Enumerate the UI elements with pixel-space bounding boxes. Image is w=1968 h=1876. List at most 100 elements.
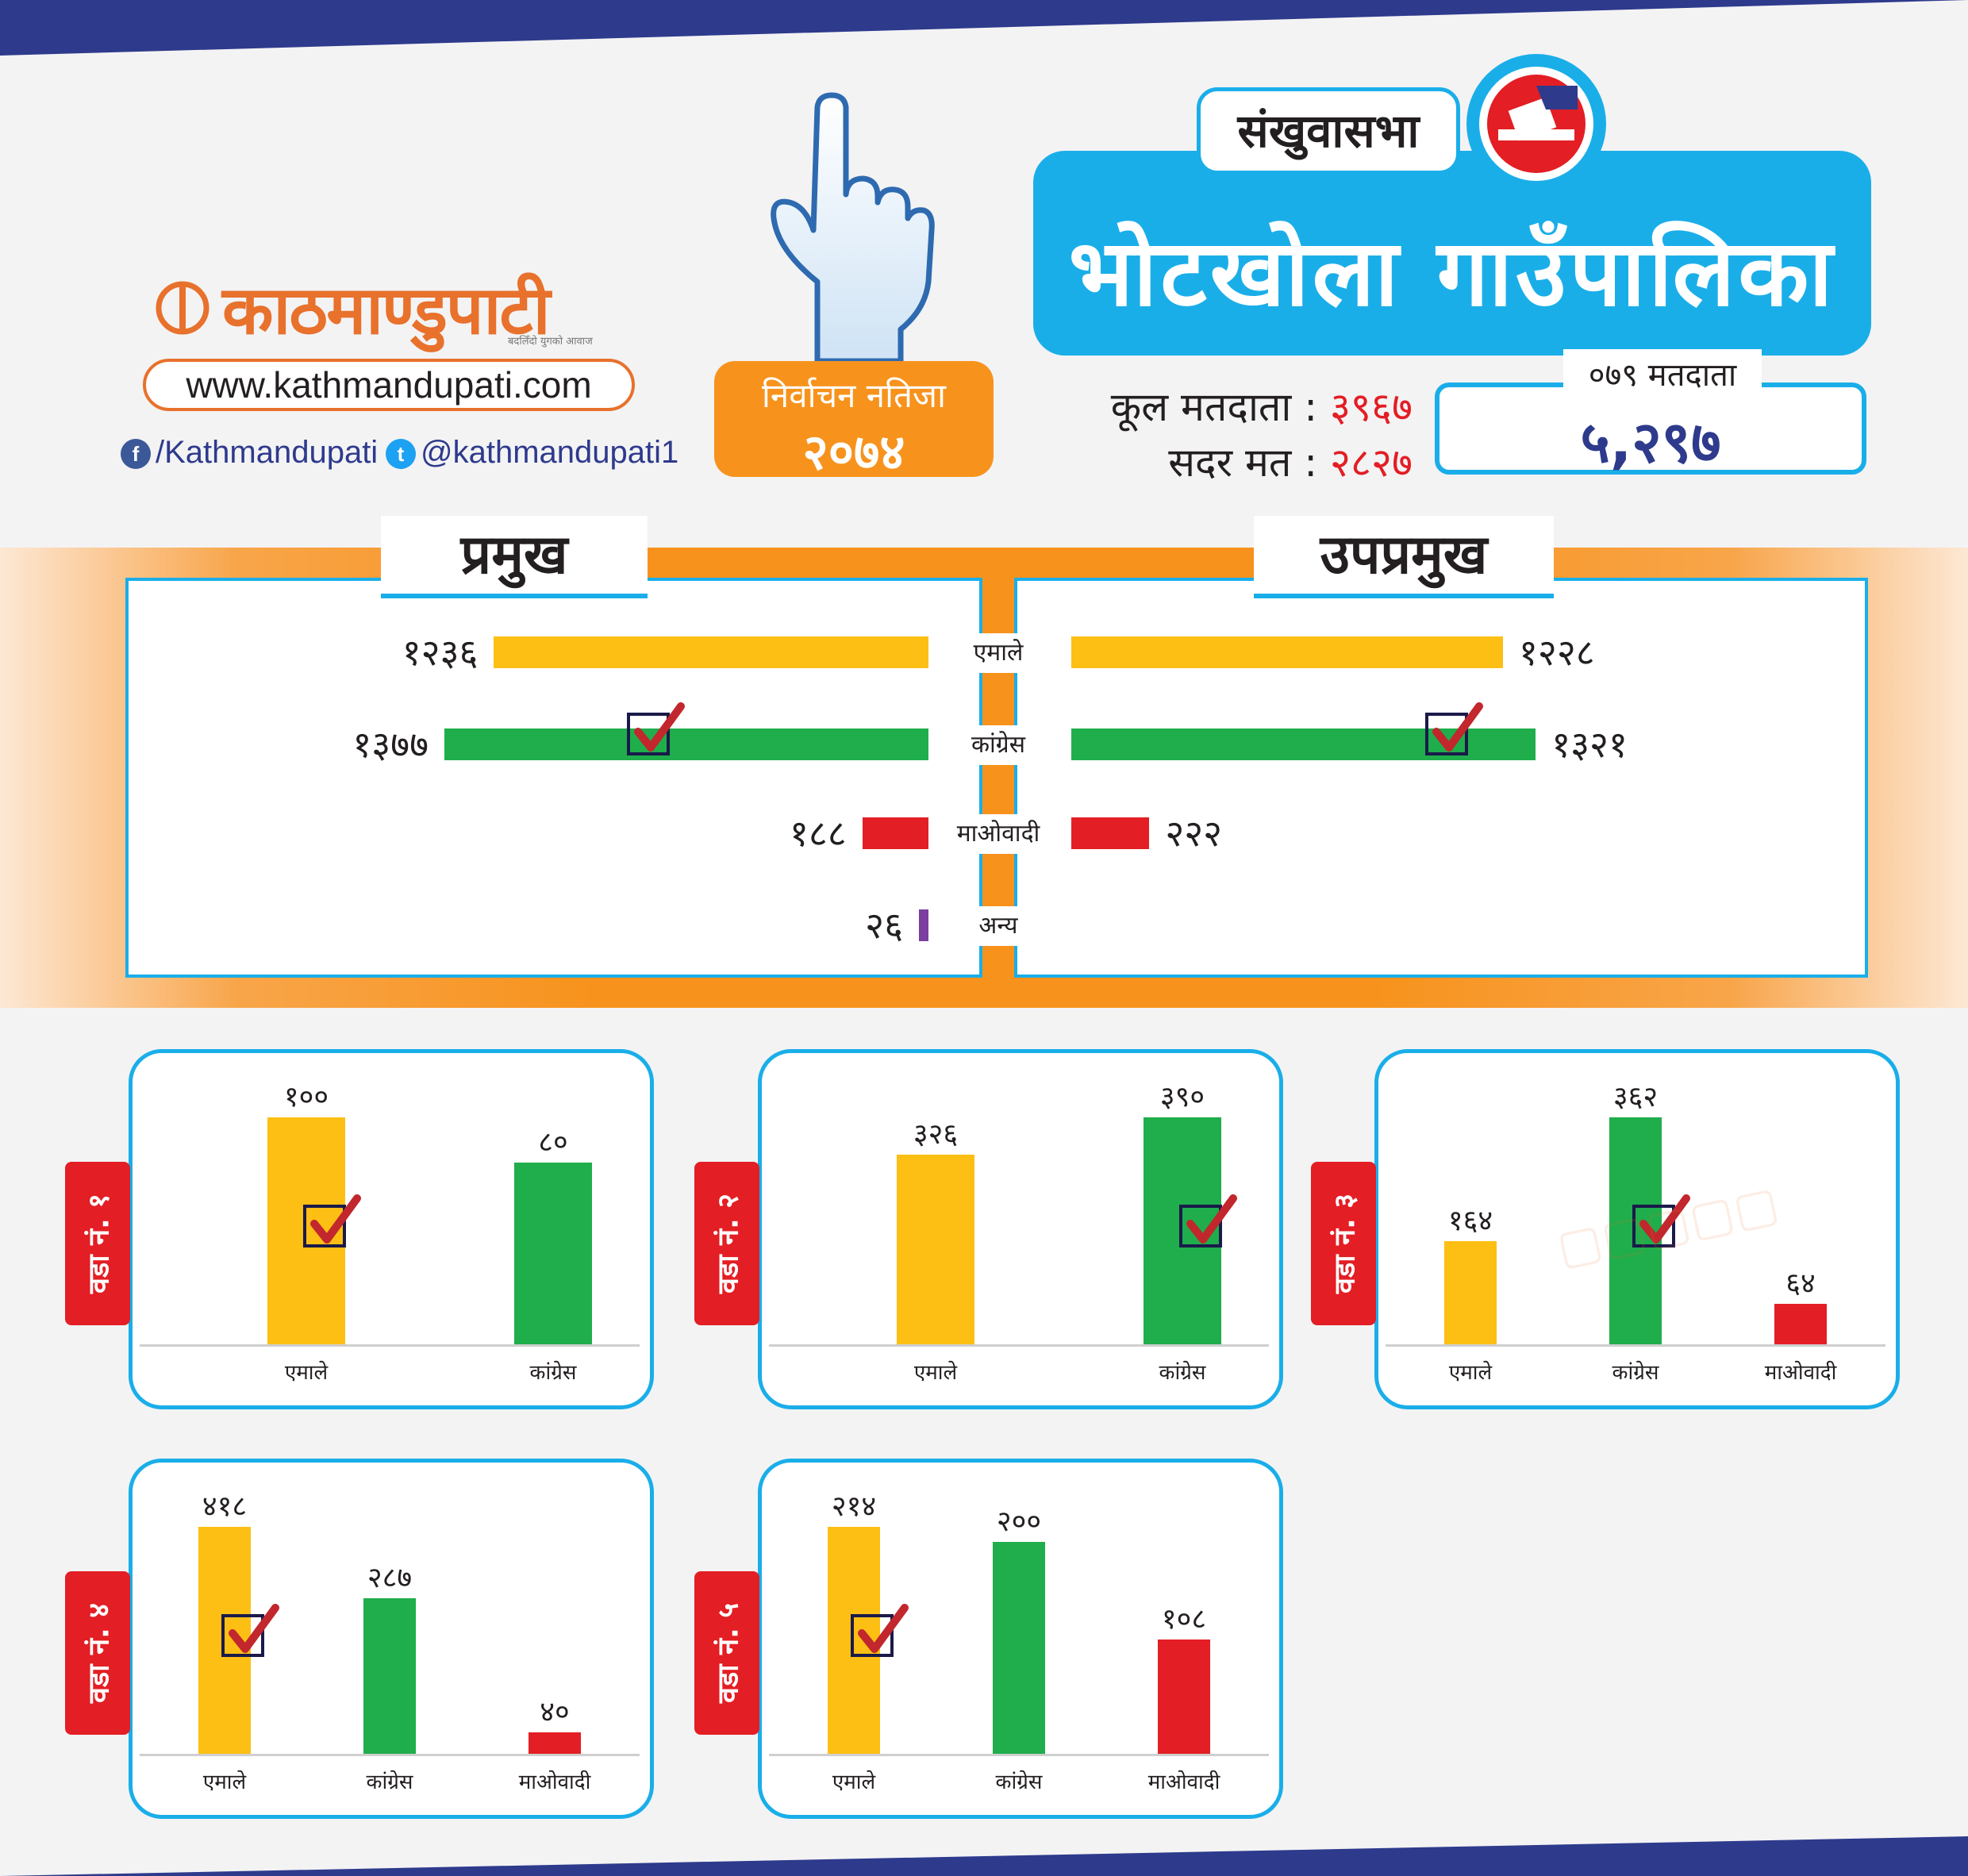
ward-axis (140, 1344, 640, 1347)
ward-axis (1386, 1344, 1885, 1347)
ballot-box-icon (1466, 54, 1606, 194)
ward-bar (897, 1154, 974, 1344)
ward-winner-check-icon (1632, 1194, 1690, 1247)
brand-logo-icon (156, 281, 209, 335)
mayor-value-0: १२३६ (402, 631, 479, 674)
website-link[interactable]: www.kathmandupati.com (143, 359, 635, 411)
ward-tab: वडा नं. ४ (65, 1571, 130, 1735)
ward-bar (514, 1163, 592, 1344)
ward-winner-check-icon (1179, 1194, 1237, 1247)
election-result-label: निर्वाचन नतिजा (762, 376, 946, 415)
ward-bar (993, 1541, 1045, 1754)
voter-stats: कूल मतदाता : ३९६७ सदर मत : २८२७ (1047, 379, 1413, 490)
ward-bar-value: ३९० (1159, 1081, 1205, 1113)
deputy-value-2: २२२ (1165, 812, 1223, 855)
ward-party-label: कांग्रेस (529, 1361, 577, 1385)
valid-votes-label: सदर मत : (1168, 440, 1318, 486)
facebook-handle: /Kathmandupati (156, 435, 379, 470)
twitter-link[interactable]: t @kathmandupati1 (386, 435, 678, 471)
deputy-value-1: १३२१ (1551, 723, 1628, 766)
ward-bar (363, 1597, 416, 1754)
mayor-value-2: १८८ (789, 812, 847, 855)
title-box (1033, 151, 1871, 356)
deputy-value-0: १२२८ (1518, 631, 1595, 674)
ward-party-label: माओवादी (1764, 1361, 1837, 1385)
party-label: एमाले (943, 633, 1054, 673)
facebook-link[interactable]: f/Kathmandupati (121, 435, 378, 471)
ward-bar (1158, 1639, 1210, 1754)
mayor-heading: प्रमुख (381, 516, 648, 598)
ward-party-label: माओवादी (518, 1770, 591, 1794)
ward-title: वडा नं. ३ (1328, 1193, 1362, 1294)
valid-votes-value: २८२७ (1330, 440, 1413, 486)
municipality-title: भोटखोला गाउँपालिका (1068, 220, 1836, 327)
ward-bar-value: ४१८ (202, 1490, 248, 1523)
ward-winner-check-icon (303, 1194, 361, 1247)
party-label: माओवादी (943, 814, 1054, 854)
ward-bar-value: २८७ (367, 1561, 413, 1594)
ward-party-label: कांग्रेस (1159, 1361, 1206, 1385)
deputy-winner-check-icon (1425, 702, 1483, 755)
ward-title: वडा नं. ४ (83, 1602, 116, 1704)
brand-name: काठमाण्डुपाटी (222, 271, 550, 349)
ward-bar-value: ८० (538, 1126, 568, 1159)
brand-tagline: बदलिँदो युगको आवाज (508, 336, 593, 348)
twitter-icon: t (386, 439, 416, 470)
total-voters-value: ३९६७ (1330, 384, 1413, 430)
ward-title: वडा नं. ५ (712, 1602, 745, 1704)
ward-axis (140, 1754, 640, 1756)
ward-party-label: माओवादी (1147, 1770, 1220, 1794)
deputy-heading: उपप्रमुख (1254, 516, 1554, 598)
ward-bar-value: १०० (283, 1081, 329, 1113)
ward-tab: वडा नं. ३ (1311, 1162, 1376, 1325)
party-label: अन्य (967, 906, 1030, 946)
ward-bar-value: ३६२ (1612, 1081, 1659, 1113)
total-voters-label: कूल मतदाता : (1110, 384, 1318, 430)
voting-finger-icon (771, 92, 935, 364)
ward-party-label: कांग्रेस (366, 1770, 413, 1794)
ward-bar-value: १०८ (1161, 1602, 1207, 1636)
facebook-icon: f (121, 439, 151, 470)
mayor-value-3: २६ (865, 904, 903, 947)
ward-bar-value: १६४ (1447, 1205, 1493, 1238)
ward-party-label: कांग्रेस (995, 1770, 1043, 1794)
mayor-winner-check-icon (627, 702, 685, 755)
deputy-bar-2 (1071, 817, 1150, 849)
voters-079-label: ०७९ मतदाता (1563, 349, 1762, 402)
ward-tab: वडा नं. २ (694, 1162, 759, 1325)
ward-bar-value: ४० (540, 1695, 570, 1728)
mayor-value-1: १३७७ (352, 723, 429, 766)
ward-party-label: एमाले (832, 1770, 876, 1794)
party-label: कांग्रेस (943, 725, 1054, 765)
ward-party-label: एमाले (284, 1361, 329, 1385)
ward-party-label: एमाले (202, 1770, 247, 1794)
district-label: संखुवासभा (1197, 87, 1460, 175)
ward-axis (769, 1344, 1269, 1347)
ward-party-label: कांग्रेस (1612, 1361, 1659, 1385)
election-result-badge: निर्वाचन नतिजा २०७४ (714, 361, 994, 481)
ward-tab: वडा नं. ५ (694, 1571, 759, 1735)
mayor-bar-0 (494, 636, 928, 668)
ward-bar (529, 1732, 581, 1754)
mayor-bar-1 (444, 728, 928, 760)
ward-bar-value: ३२६ (913, 1117, 959, 1151)
ward-axis (769, 1754, 1269, 1756)
ward-title: वडा नं. १ (83, 1193, 116, 1294)
ward-bar (1444, 1241, 1497, 1344)
ward-title: वडा नं. २ (712, 1193, 745, 1294)
ward-bar-value: २१४ (831, 1490, 877, 1523)
bottom-band (0, 1836, 1968, 1876)
twitter-handle: @kathmandupati1 (421, 435, 679, 470)
ward-tab: वडा नं. १ (65, 1162, 130, 1325)
mayor-bar-3 (919, 909, 928, 941)
voters-079-box: ५,२९७ (1435, 383, 1866, 475)
election-result-year: २०७४ (802, 423, 905, 481)
top-band (0, 0, 1968, 56)
ward-party-label: एमाले (1448, 1361, 1493, 1385)
voters-079-value: ५,२९७ (1580, 409, 1721, 475)
ward-party-label: एमाले (913, 1361, 958, 1385)
ward-bar-value: ६४ (1785, 1267, 1816, 1301)
ward-winner-check-icon (221, 1604, 279, 1657)
deputy-bar-0 (1071, 636, 1503, 668)
ward-winner-check-icon (851, 1604, 909, 1657)
